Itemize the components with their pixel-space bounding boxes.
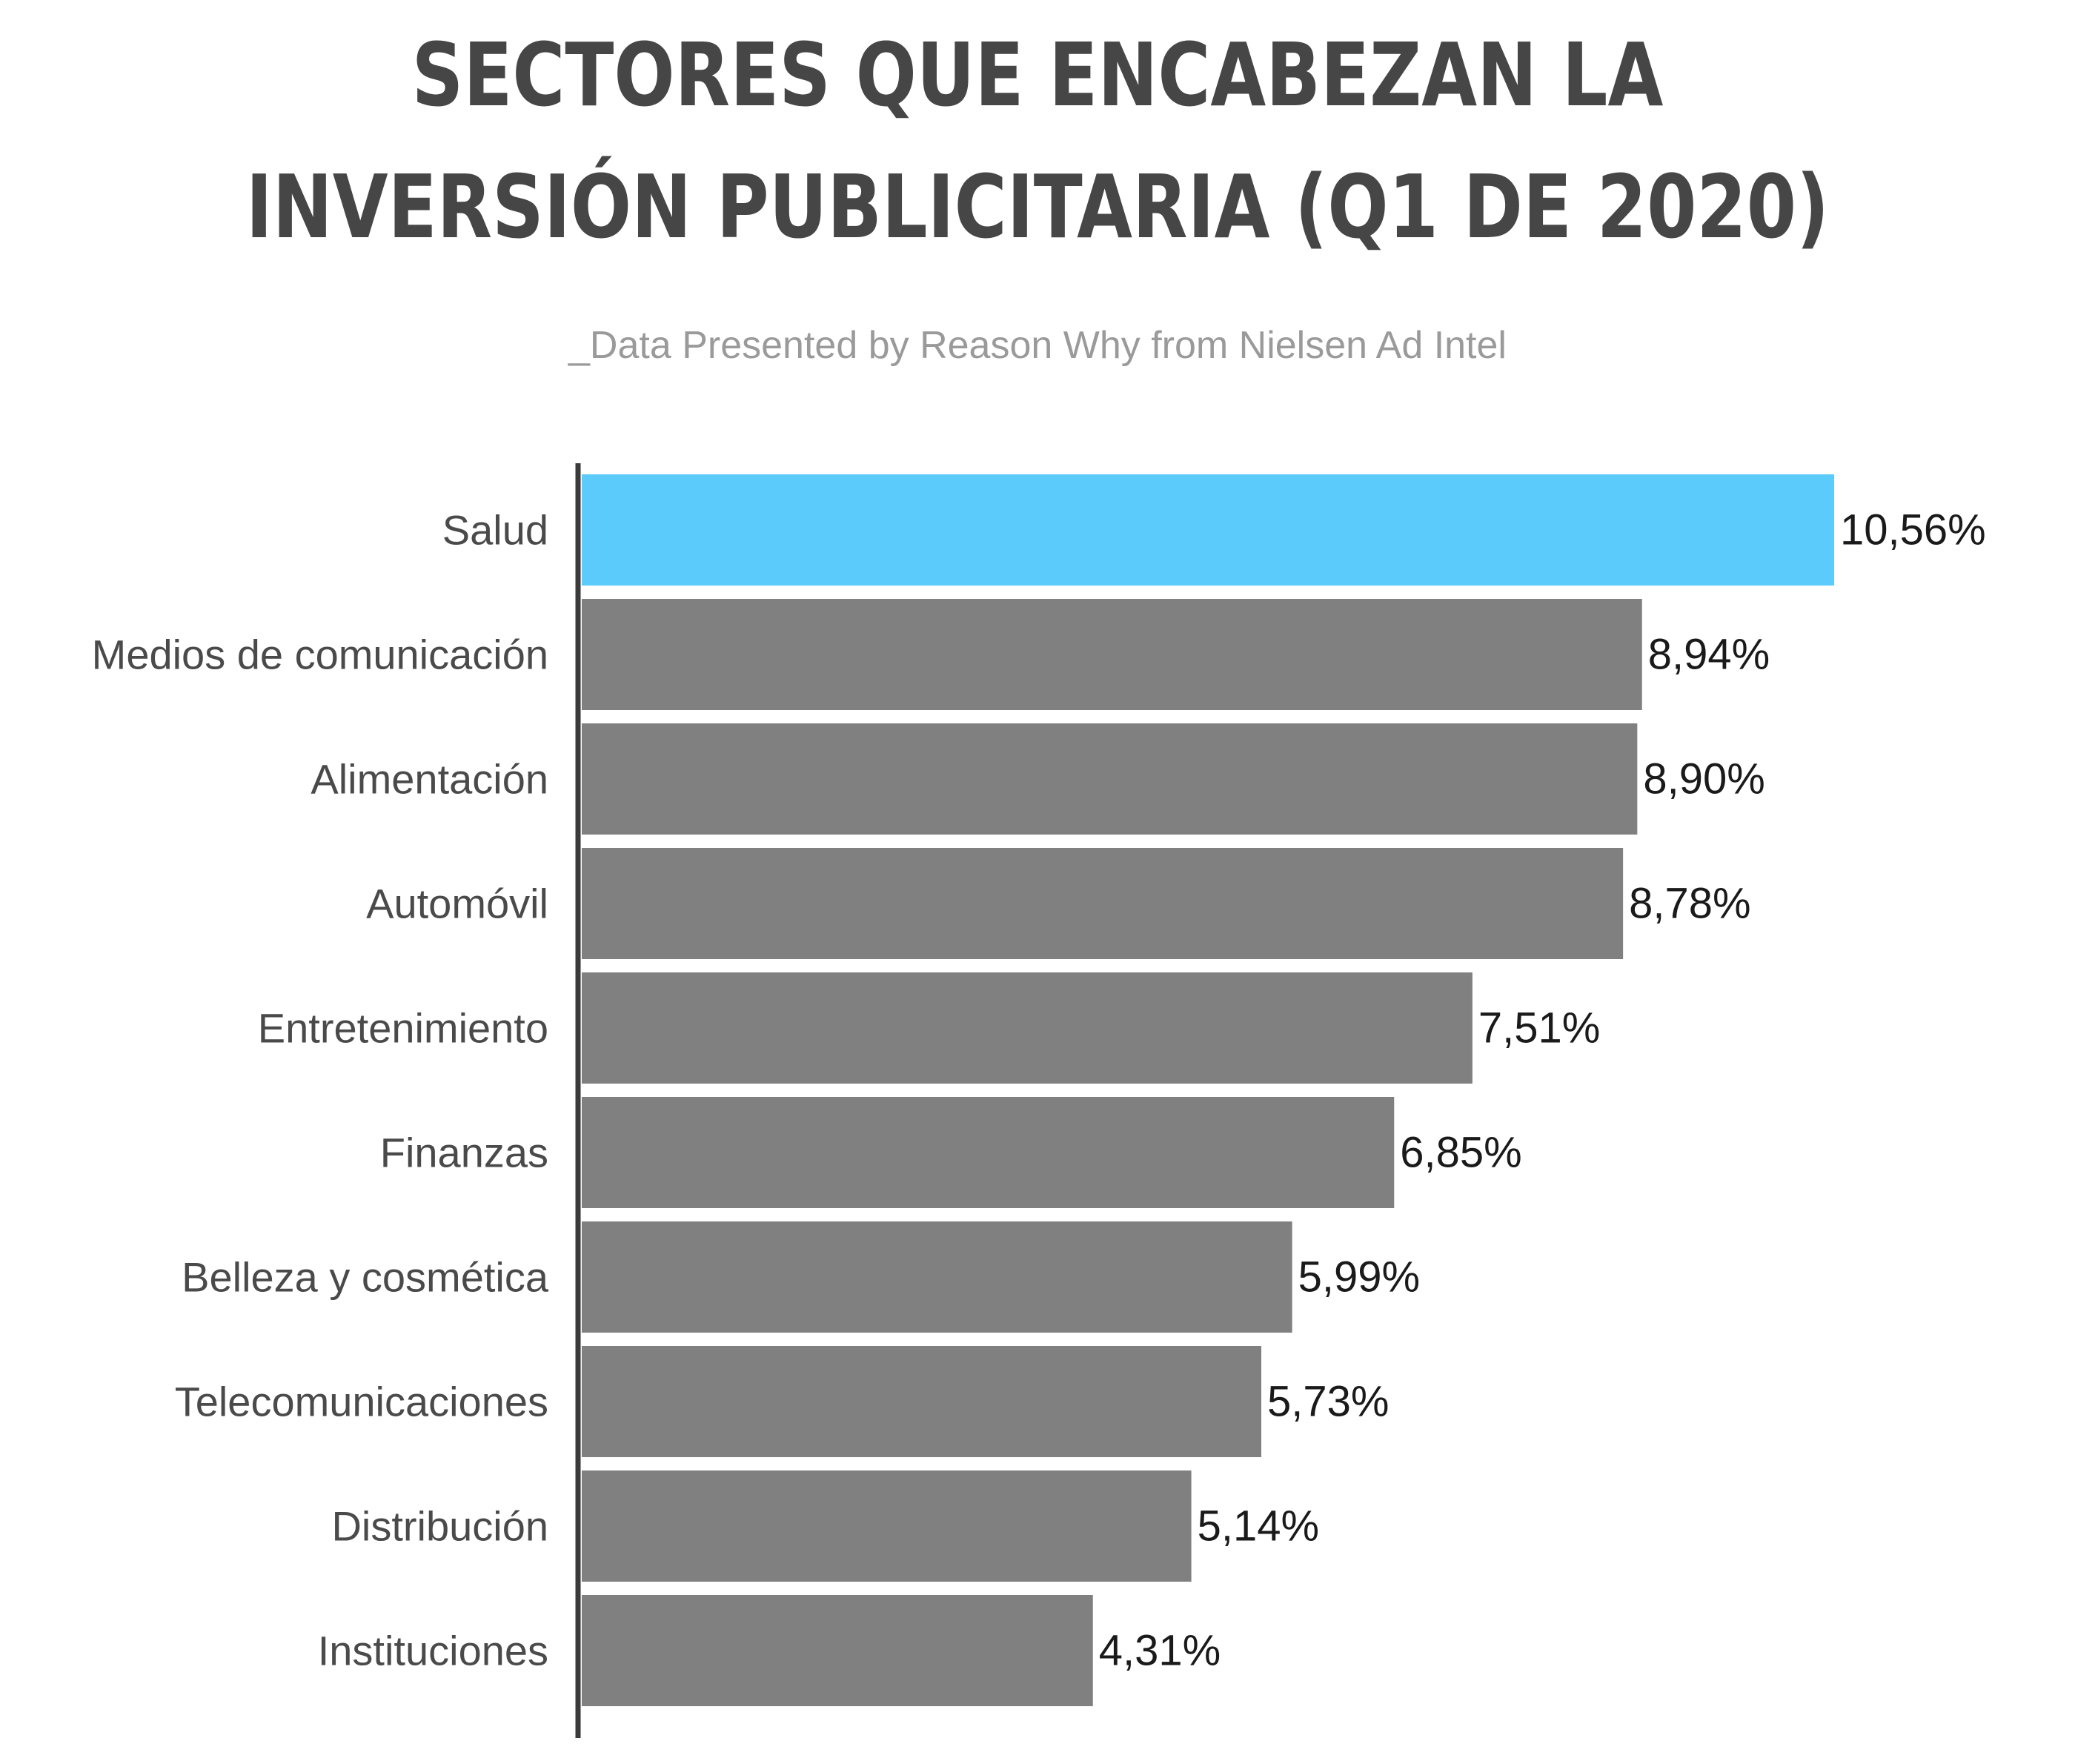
value-label: 10,56%: [1840, 506, 1986, 554]
bar-5: [582, 1097, 1395, 1208]
chart-subtitle: _Data Presented by Reason Why from Niels…: [568, 324, 1507, 367]
category-label: Belleza y cosmética: [182, 1254, 549, 1301]
bar-6: [582, 1221, 1292, 1333]
bar-8: [582, 1470, 1192, 1582]
category-label: Entretenimiento: [258, 1005, 548, 1052]
value-label: 5,99%: [1298, 1253, 1420, 1302]
category-label: Medios de comunicación: [92, 631, 548, 678]
value-label: 5,14%: [1198, 1502, 1319, 1551]
category-label: Automóvil: [366, 881, 548, 927]
value-label: 8,90%: [1643, 755, 1764, 803]
chart-title-line-1: SECTORES QUE ENCABEZAN LA: [411, 24, 1664, 126]
bar-4: [582, 972, 1473, 1084]
value-label: 6,85%: [1400, 1129, 1521, 1177]
bar-7: [582, 1346, 1262, 1457]
value-label: 4,31%: [1099, 1627, 1221, 1675]
value-label: 5,73%: [1267, 1378, 1389, 1426]
chart-title-line-2: INVERSIÓN PUBLICITARIA (Q1 DE 2020): [245, 156, 1830, 258]
category-label: Salud: [442, 507, 548, 554]
value-label: 7,51%: [1478, 1004, 1600, 1052]
category-label: Alimentación: [311, 756, 548, 803]
bar-9: [582, 1595, 1093, 1706]
value-label: 8,78%: [1629, 880, 1750, 928]
category-label: Distribución: [331, 1503, 548, 1550]
value-label: 8,94%: [1648, 631, 1770, 679]
bar-0: [582, 474, 1834, 586]
category-label: Finanzas: [380, 1130, 548, 1176]
bar-1: [582, 599, 1642, 710]
bar-3: [582, 848, 1624, 959]
category-label: Telecomunicaciones: [175, 1379, 548, 1425]
bar-2: [582, 723, 1638, 835]
category-label: Instituciones: [318, 1628, 548, 1674]
